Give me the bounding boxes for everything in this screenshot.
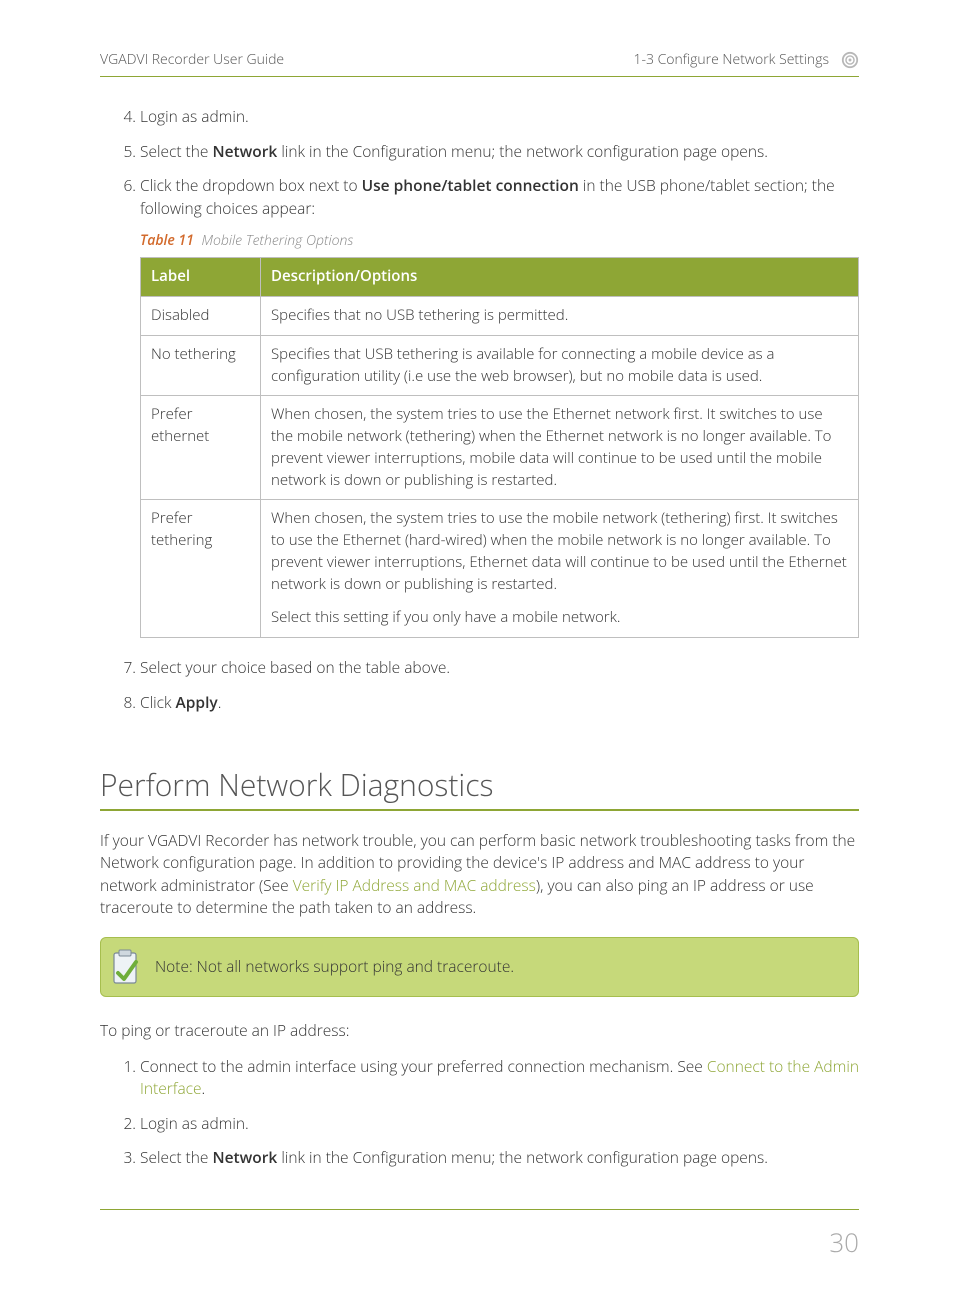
table-caption: Table 11 Mobile Tethering Options [140, 231, 859, 251]
section-body: If your VGADVI Recorder has network trou… [100, 829, 859, 919]
col-desc: Description/Options [261, 258, 859, 297]
cell-label: Disabled [141, 297, 261, 336]
table-caption-number: Table 11 [140, 231, 194, 250]
steps-ping: Connect to the admin interface using you… [100, 1055, 859, 1169]
cell-desc: Specifies that USB tethering is availabl… [261, 335, 859, 396]
cell-label: Prefer ethernet [141, 396, 261, 500]
step-text: Click the dropdown box next to Use phone… [140, 174, 835, 218]
note-box: Note: Not all networks support ping and … [100, 937, 859, 997]
step-text: Select your choice based on the table ab… [140, 656, 450, 678]
cell-desc-p2: Select this setting if you only have a m… [271, 607, 848, 629]
table-header-row: Label Description/Options [141, 258, 859, 297]
step-item: Select the Network link in the Configura… [100, 140, 859, 162]
target-icon [841, 51, 859, 69]
step-text-b: . [202, 1077, 206, 1099]
footer-rule [100, 1209, 859, 1210]
page-number: 30 [100, 1224, 859, 1262]
section-rule [100, 809, 859, 811]
step-item: Select your choice based on the table ab… [100, 656, 859, 678]
step-text: Select the Network link in the Configura… [140, 1146, 768, 1168]
clipboard-check-icon [109, 948, 141, 986]
step-item: Click Apply. [100, 691, 859, 713]
section-heading: Perform Network Diagnostics [100, 763, 859, 807]
step-item: Click the dropdown box next to Use phone… [100, 174, 859, 219]
page-header: VGADVI Recorder User Guide 1-3 Configure… [100, 50, 859, 77]
page: VGADVI Recorder User Guide 1-3 Configure… [0, 0, 954, 1302]
step-item: Select the Network link in the Configura… [100, 1146, 859, 1168]
table-row: Disabled Specifies that no USB tethering… [141, 297, 859, 336]
cell-label: No tethering [141, 335, 261, 396]
cell-desc: When chosen, the system tries to use the… [261, 396, 859, 500]
header-right-group: 1-3 Configure Network Settings [633, 50, 859, 70]
table-caption-title: Mobile Tethering Options [201, 231, 353, 250]
ping-intro: To ping or traceroute an IP address: [100, 1019, 859, 1041]
cell-label: Prefer tethering [141, 500, 261, 638]
table-row: Prefer tethering When chosen, the system… [141, 500, 859, 638]
step-text: Login as admin. [140, 1112, 249, 1134]
cell-desc: Specifies that no USB tethering is permi… [261, 297, 859, 336]
step-text: Login as admin. [140, 105, 249, 127]
step-text: Select the Network link in the Configura… [140, 140, 768, 162]
steps-after-table: Select your choice based on the table ab… [100, 656, 859, 713]
table-row: Prefer ethernet When chosen, the system … [141, 396, 859, 500]
cell-desc-p1: When chosen, the system tries to use the… [271, 508, 848, 595]
steps-top: Login as admin. Select the Network link … [100, 105, 859, 219]
header-right-text: 1-3 Configure Network Settings [633, 50, 829, 70]
step-item: Login as admin. [100, 105, 859, 127]
col-label: Label [141, 258, 261, 297]
options-table: Label Description/Options Disabled Speci… [140, 257, 859, 638]
header-left: VGADVI Recorder User Guide [100, 50, 284, 70]
step-item: Connect to the admin interface using you… [100, 1055, 859, 1100]
cell-desc: When chosen, the system tries to use the… [261, 500, 859, 638]
step-item: Login as admin. [100, 1112, 859, 1134]
verify-ip-link[interactable]: Verify IP Address and MAC address [293, 874, 536, 896]
table-row: No tethering Specifies that USB tetherin… [141, 335, 859, 396]
step-text-a: Connect to the admin interface using you… [140, 1055, 707, 1077]
step-text: Click Apply. [140, 691, 221, 713]
note-text: Note: Not all networks support ping and … [155, 955, 514, 977]
